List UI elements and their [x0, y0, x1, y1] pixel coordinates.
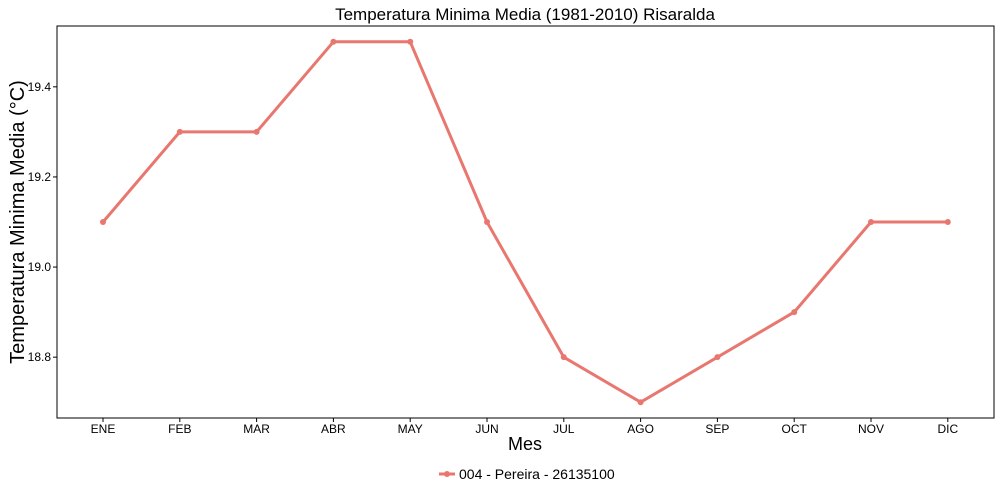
data-point	[330, 38, 337, 45]
y-tick-label: 19.4	[28, 80, 52, 94]
x-axis: ENE FEB MAR ABR MAY JUN JUL AGO SEP OCT NOV DIC	[91, 418, 958, 436]
plot-area	[56, 25, 995, 419]
x-tick-label: OCT	[782, 422, 808, 436]
series-line	[101, 40, 948, 404]
data-point	[407, 38, 414, 45]
legend-point-marker	[444, 471, 450, 477]
data-point	[484, 219, 490, 225]
x-tick-label: SEP	[705, 422, 729, 436]
data-point	[560, 354, 567, 361]
legend: 004 - Pereira - 26135100	[439, 466, 615, 482]
y-tick-label: 18.8	[28, 350, 52, 364]
x-tick-label: JUL	[553, 422, 575, 436]
data-point	[253, 128, 260, 135]
data-point	[100, 219, 106, 225]
y-tick-label: 19.2	[28, 170, 52, 184]
data-point	[944, 219, 951, 225]
x-tick-label: AGO	[627, 422, 654, 436]
data-point	[637, 399, 644, 406]
x-tick-label: ENE	[91, 422, 116, 436]
y-axis: 18.8 19.0 19.2 19.4	[28, 80, 57, 364]
x-tick-label: MAR	[243, 422, 270, 436]
data-point	[791, 309, 798, 316]
x-tick-label: JUN	[475, 422, 498, 436]
legend-label: 004 - Pereira - 26135100	[459, 466, 615, 482]
x-tick-label: MAY	[398, 422, 423, 436]
x-tick-label: FEB	[168, 422, 191, 436]
data-point	[714, 354, 721, 361]
series-layer	[100, 38, 951, 406]
x-tick-label: ABR	[321, 422, 346, 436]
x-tick-label: NOV	[858, 422, 884, 436]
x-axis-label: Mes	[508, 434, 542, 454]
data-point	[868, 219, 874, 225]
x-tick-label: DIC	[937, 422, 958, 436]
y-axis-label: Temperatura Minima Media (°C)	[7, 80, 29, 364]
data-point	[176, 128, 183, 135]
y-tick-label: 19.0	[28, 260, 52, 274]
chart-title: Temperatura Minima Media (1981-2010) Ris…	[335, 5, 715, 24]
